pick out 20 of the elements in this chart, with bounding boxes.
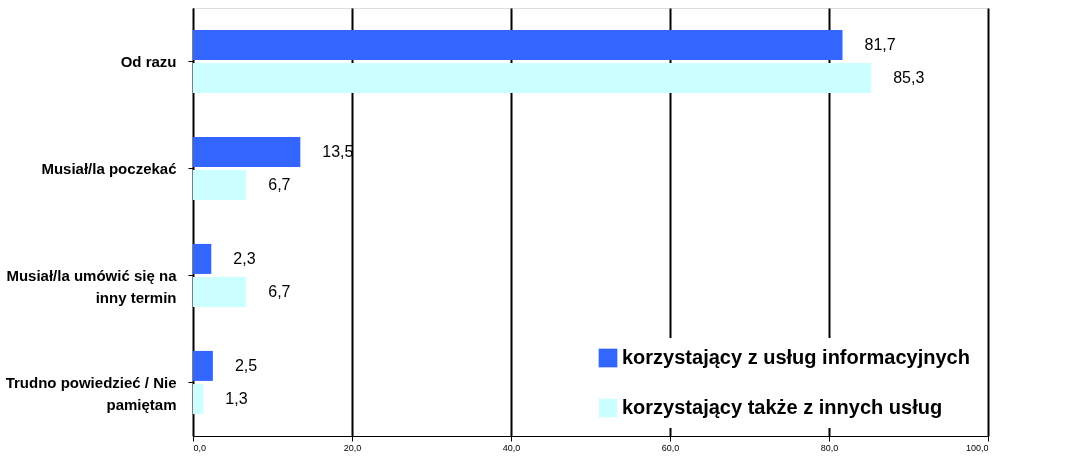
y-tick-label: Od razu bbox=[120, 52, 177, 70]
data-label: 2,3 bbox=[233, 249, 256, 267]
x-tick-label: 80,0 bbox=[820, 442, 839, 453]
x-tick-label: 0,0 bbox=[193, 442, 207, 453]
data-label: 1,3 bbox=[225, 390, 248, 408]
x-tick-label: 100,0 bbox=[965, 442, 989, 453]
data-label: 6,7 bbox=[268, 176, 291, 194]
legend-label: korzystający z usług informacyjnych bbox=[622, 346, 970, 368]
y-tick-label: Musiał/la poczekać bbox=[41, 159, 177, 177]
data-label: 2,5 bbox=[234, 356, 258, 374]
x-tick-label: 60,0 bbox=[661, 442, 680, 453]
data-label: 81,7 bbox=[864, 35, 896, 53]
y-tick-label: Musiał/la umówić się na inny termin bbox=[6, 266, 178, 306]
data-label: 85,3 bbox=[893, 69, 925, 87]
y-tick-label: Trudno powiedzieć / Nie pamiętam bbox=[5, 373, 177, 413]
x-tick-label: 40,0 bbox=[502, 442, 521, 453]
data-label: 13,5 bbox=[322, 142, 354, 160]
x-tick-label: 20,0 bbox=[343, 442, 362, 453]
data-label: 6,7 bbox=[268, 283, 291, 301]
legend-label: korzystający także z innych usług bbox=[622, 396, 943, 418]
